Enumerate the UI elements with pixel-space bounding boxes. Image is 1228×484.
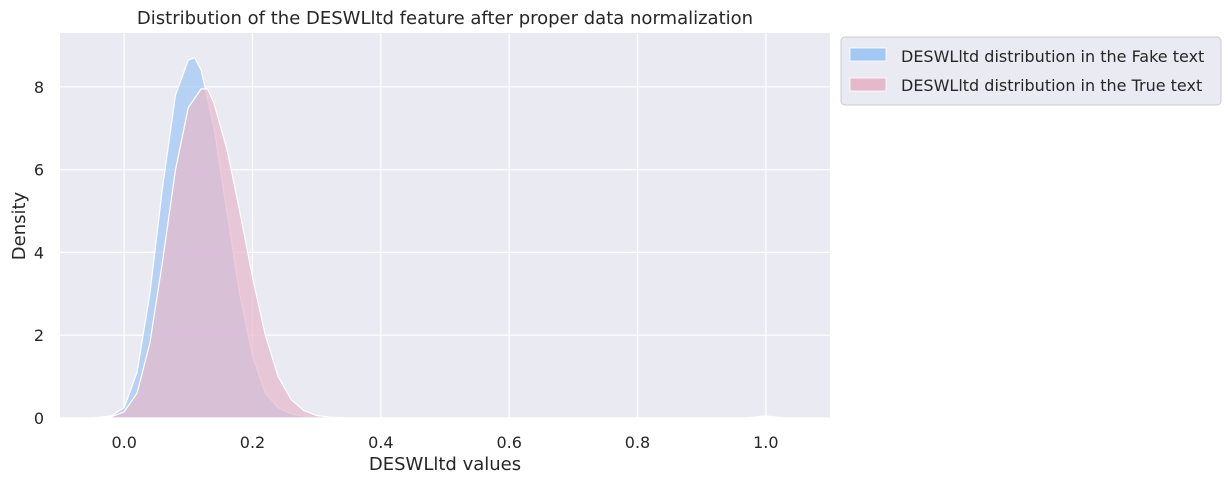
density-area-true: [91, 88, 805, 419]
y-tick-label: 6: [34, 161, 44, 180]
y-tick-label: 8: [34, 78, 44, 97]
y-tick-label: 0: [34, 409, 44, 428]
density-areas: [91, 57, 805, 419]
legend-swatch-true: [849, 77, 887, 92]
x-tick-labels: 0.0 0.2 0.4 0.6 0.8 1.0: [111, 433, 778, 452]
x-tick-label: 0.0: [111, 433, 136, 452]
y-axis-label: Density: [9, 191, 30, 260]
x-tick-label: 0.6: [496, 433, 521, 452]
x-tick-label: 1.0: [753, 433, 778, 452]
x-tick-label: 0.8: [625, 433, 650, 452]
legend-frame: [840, 36, 1222, 106]
y-tick-label: 4: [34, 243, 44, 262]
legend-swatch-fake: [849, 47, 887, 62]
legend-label-fake: DESWLltd distribution in the Fake text: [901, 47, 1204, 66]
x-tick-label: 0.2: [240, 433, 265, 452]
chart-title: Distribution of the DESWLltd feature aft…: [137, 8, 753, 29]
x-tick-label: 0.4: [368, 433, 393, 452]
legend-label-true: DESWLltd distribution in the True text: [901, 76, 1202, 95]
legend: DESWLltd distribution in the Fake text D…: [840, 36, 1222, 106]
y-tick-labels: 0 2 4 6 8: [34, 78, 44, 428]
x-axis-label: DESWLltd values: [369, 454, 521, 475]
y-tick-label: 2: [34, 326, 44, 345]
